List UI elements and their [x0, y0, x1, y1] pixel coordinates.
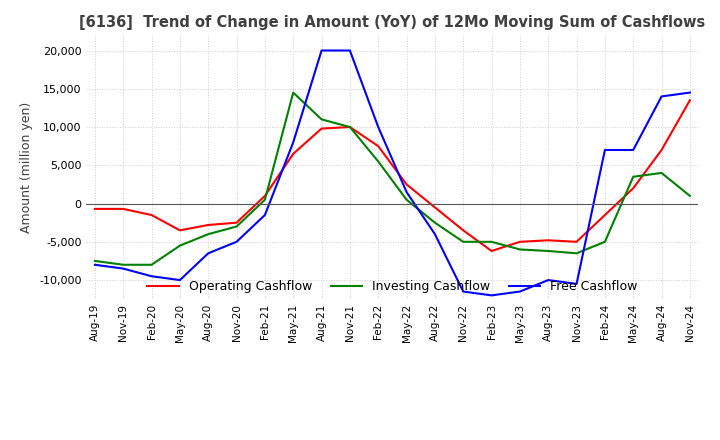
Free Cashflow — [459, 289, 467, 294]
Investing Cashflow — [204, 231, 212, 237]
Operating Cashflow — [402, 182, 411, 187]
Operating Cashflow — [685, 98, 694, 103]
Operating Cashflow — [629, 186, 637, 191]
Investing Cashflow — [374, 159, 382, 164]
Investing Cashflow — [148, 262, 156, 268]
Free Cashflow — [289, 139, 297, 145]
Investing Cashflow — [516, 247, 524, 252]
Free Cashflow — [629, 147, 637, 153]
Free Cashflow — [685, 90, 694, 95]
Investing Cashflow — [176, 243, 184, 248]
Free Cashflow — [233, 239, 241, 245]
Operating Cashflow — [600, 213, 609, 218]
Free Cashflow — [374, 125, 382, 130]
Operating Cashflow — [318, 126, 326, 131]
Operating Cashflow — [572, 239, 581, 245]
Investing Cashflow — [261, 197, 269, 202]
Operating Cashflow — [176, 227, 184, 233]
Investing Cashflow — [233, 224, 241, 229]
Free Cashflow — [119, 266, 127, 271]
Investing Cashflow — [318, 117, 326, 122]
Investing Cashflow — [402, 197, 411, 202]
Operating Cashflow — [119, 206, 127, 212]
Operating Cashflow — [374, 143, 382, 149]
Line: Operating Cashflow: Operating Cashflow — [95, 100, 690, 251]
Free Cashflow — [600, 147, 609, 153]
Operating Cashflow — [516, 239, 524, 245]
Operating Cashflow — [431, 205, 439, 210]
Investing Cashflow — [431, 220, 439, 225]
Operating Cashflow — [487, 248, 496, 253]
Y-axis label: Amount (million yen): Amount (million yen) — [20, 102, 34, 233]
Line: Free Cashflow: Free Cashflow — [95, 51, 690, 295]
Operating Cashflow — [657, 147, 666, 153]
Investing Cashflow — [629, 174, 637, 180]
Operating Cashflow — [459, 227, 467, 233]
Investing Cashflow — [289, 90, 297, 95]
Free Cashflow — [402, 190, 411, 195]
Operating Cashflow — [204, 222, 212, 227]
Operating Cashflow — [91, 206, 99, 212]
Free Cashflow — [487, 293, 496, 298]
Free Cashflow — [91, 262, 99, 268]
Line: Investing Cashflow: Investing Cashflow — [95, 92, 690, 265]
Free Cashflow — [544, 278, 552, 283]
Investing Cashflow — [572, 251, 581, 256]
Free Cashflow — [516, 289, 524, 294]
Title: [6136]  Trend of Change in Amount (YoY) of 12Mo Moving Sum of Cashflows: [6136] Trend of Change in Amount (YoY) o… — [79, 15, 706, 30]
Operating Cashflow — [346, 125, 354, 130]
Legend: Operating Cashflow, Investing Cashflow, Free Cashflow: Operating Cashflow, Investing Cashflow, … — [143, 275, 642, 298]
Free Cashflow — [318, 48, 326, 53]
Free Cashflow — [148, 274, 156, 279]
Investing Cashflow — [119, 262, 127, 268]
Investing Cashflow — [487, 239, 496, 245]
Free Cashflow — [346, 48, 354, 53]
Investing Cashflow — [346, 125, 354, 130]
Free Cashflow — [572, 281, 581, 286]
Free Cashflow — [431, 231, 439, 237]
Free Cashflow — [261, 213, 269, 218]
Investing Cashflow — [544, 248, 552, 253]
Operating Cashflow — [233, 220, 241, 225]
Free Cashflow — [657, 94, 666, 99]
Free Cashflow — [204, 251, 212, 256]
Operating Cashflow — [148, 213, 156, 218]
Investing Cashflow — [600, 239, 609, 245]
Operating Cashflow — [261, 193, 269, 198]
Investing Cashflow — [459, 239, 467, 245]
Investing Cashflow — [657, 170, 666, 176]
Free Cashflow — [176, 278, 184, 283]
Operating Cashflow — [289, 151, 297, 157]
Operating Cashflow — [544, 238, 552, 243]
Investing Cashflow — [91, 258, 99, 264]
Investing Cashflow — [685, 193, 694, 198]
